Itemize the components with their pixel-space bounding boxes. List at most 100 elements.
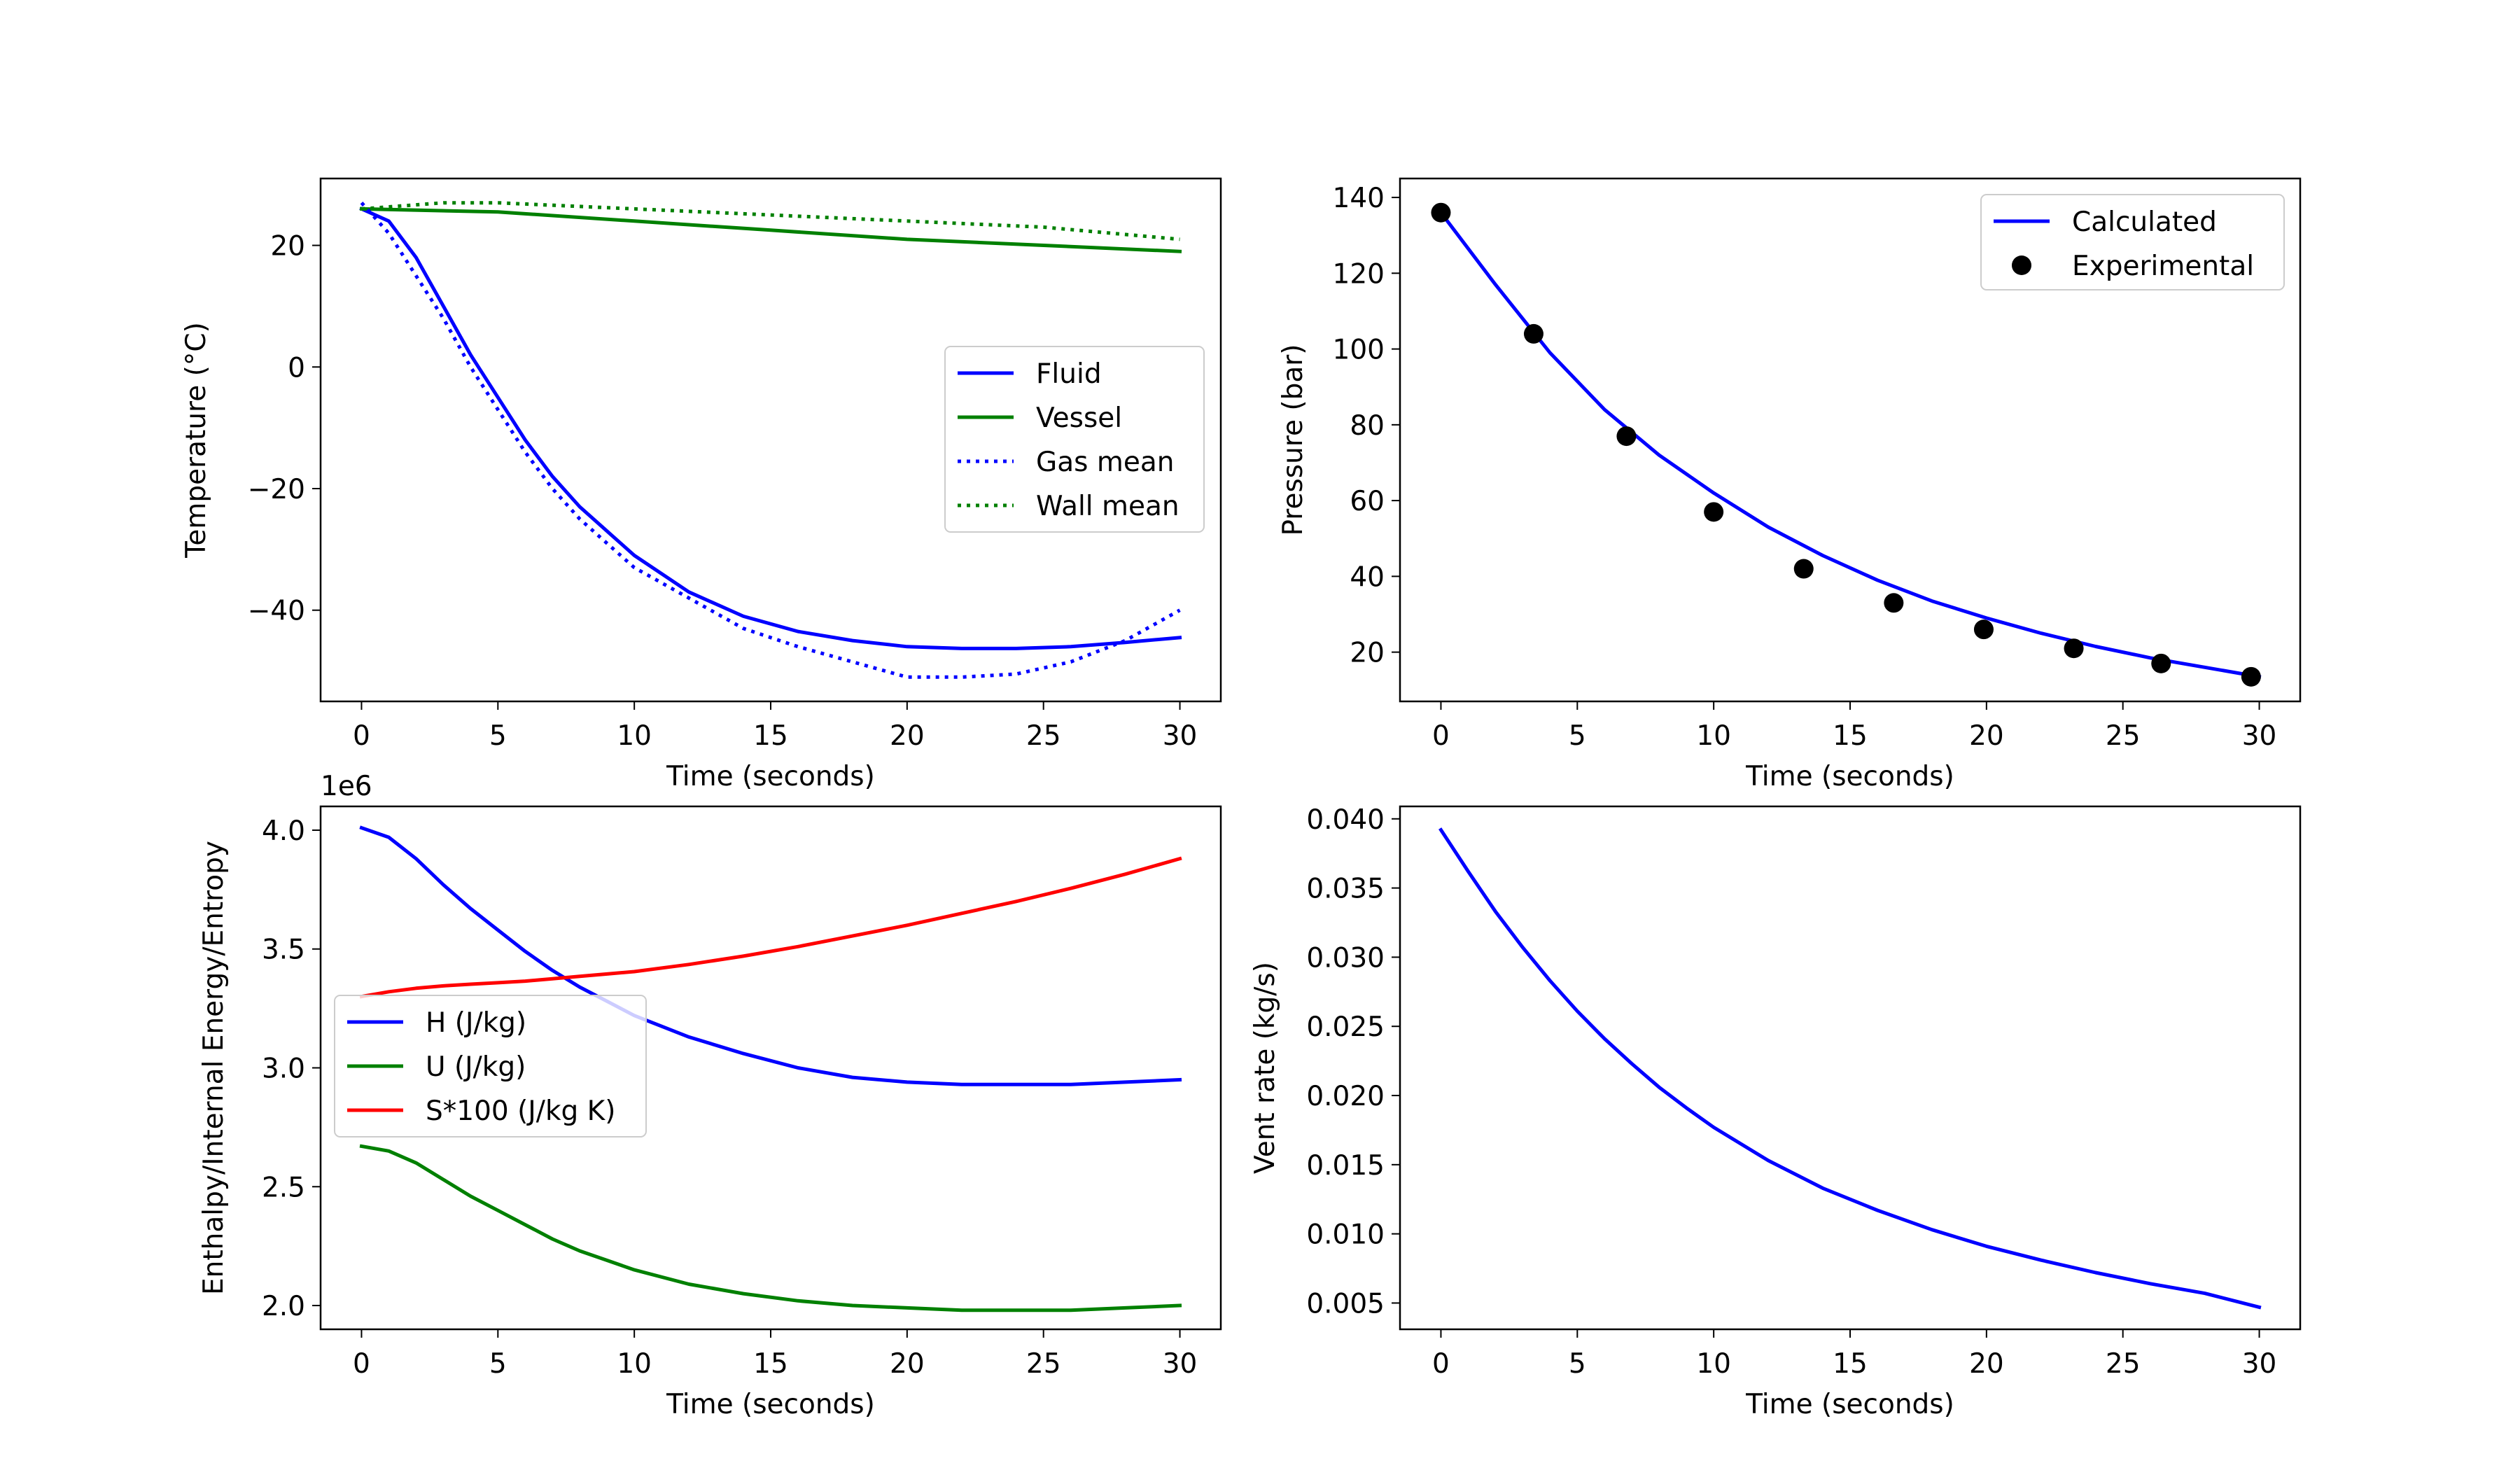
energy-xtick-label-5: 25 <box>1026 1348 1061 1380</box>
pressure-ytick-label-3: 80 <box>1350 410 1385 442</box>
pressure-plot-area <box>1431 202 2262 687</box>
temperature-xtick-label-1: 5 <box>489 720 507 752</box>
temperature-legend-label-0: Fluid <box>1036 358 1102 390</box>
pressure-ylabel: Pressure (bar) <box>1278 344 1309 536</box>
pressure-xtick-label-2: 10 <box>1696 720 1731 752</box>
temperature-legend-label-3: Wall mean <box>1036 491 1180 522</box>
temperature-ytick-label-3: 20 <box>270 231 305 262</box>
energy-legend-label-2: S*100 (J/kg K) <box>426 1096 615 1127</box>
temperature-legend-label-2: Gas mean <box>1036 447 1174 478</box>
vent-xlabel: Time (seconds) <box>1745 1389 1954 1420</box>
pressure-legend: Calculated Experimental <box>1980 194 2285 290</box>
vent-ytick-label-4: 0.025 <box>1306 1011 1385 1043</box>
temperature-ylabel: Temperature (°C) <box>181 322 212 559</box>
energy-ytick-label-0: 2.0 <box>262 1291 305 1322</box>
temperature-xtick-label-5: 25 <box>1026 720 1061 752</box>
vent-xtick-label-6: 30 <box>2242 1348 2277 1380</box>
vent-axes-frame <box>1399 805 2302 1331</box>
temperature-series-3 <box>361 201 1180 241</box>
pressure-xtick-label-5: 25 <box>2106 720 2141 752</box>
pressure-point-5 <box>1884 593 1904 613</box>
vent-xtick-label-3: 15 <box>1833 1348 1868 1380</box>
vent-series-0 <box>1438 827 2262 1310</box>
vent-ytick-label-6: 0.035 <box>1306 874 1385 905</box>
pressure-ytick-label-5: 120 <box>1333 258 1385 290</box>
pressure-point-3 <box>1704 502 1724 522</box>
pressure-legend-handle-1 <box>2012 255 2031 275</box>
temperature-legend-label-1: Vessel <box>1036 402 1122 434</box>
pressure-ytick-label-4: 100 <box>1333 335 1385 366</box>
energy-legend-label-0: H (J/kg) <box>426 1007 526 1039</box>
temperature-plot-area <box>359 201 1182 679</box>
pressure-legend-label-0: Calculated <box>2072 206 2217 238</box>
energy-legend-label-1: U (J/kg) <box>426 1051 526 1083</box>
temperature-legend-box <box>944 346 1205 533</box>
pressure-point-6 <box>1973 620 1994 640</box>
vent-xtick-label-5: 25 <box>2106 1348 2141 1380</box>
temperature-ytick-label-0: −40 <box>248 596 305 627</box>
vent-ytick-label-3: 0.020 <box>1306 1081 1385 1112</box>
energy-xtick-label-6: 30 <box>1163 1348 1198 1380</box>
chart-energy: 0 5 10 15 20 25 30 2.0 2.5 3.0 3.5 4.0 Time (seconds… <box>198 771 1222 1420</box>
temperature-xtick-label-4: 20 <box>890 720 925 752</box>
energy-xtick-label-0: 0 <box>353 1348 370 1380</box>
vent-ytick-label-7: 0.040 <box>1306 804 1385 836</box>
vent-ytick-label-5: 0.030 <box>1306 942 1385 974</box>
energy-xtick-label-2: 10 <box>617 1348 652 1380</box>
energy-series-2 <box>359 856 1182 999</box>
energy-ytick-label-4: 4.0 <box>262 816 305 847</box>
pressure-ytick-label-6: 140 <box>1333 183 1385 214</box>
pressure-xtick-label-4: 20 <box>1969 720 2004 752</box>
vent-ylabel: Vent rate (kg/s) <box>1250 962 1281 1174</box>
pressure-point-1 <box>1523 323 1544 344</box>
temperature-ytick-label-1: −20 <box>248 474 305 505</box>
chart-temperature: 0 5 10 15 20 25 30 −40 −20 0 20 Time (seconds) Tempe… <box>181 177 1222 792</box>
vent-ytick-label-2: 0.015 <box>1306 1150 1385 1182</box>
energy-ytick-label-1: 2.5 <box>262 1172 305 1203</box>
temperature-series-1 <box>359 206 1182 253</box>
chart-vent: 0 5 10 15 20 25 30 0.005 0.010 0.015 0.020 0.025 0.0… <box>1250 804 2302 1420</box>
energy-xlabel: Time (seconds) <box>666 1389 875 1420</box>
pressure-point-9 <box>2241 666 2261 687</box>
temperature-xlabel: Time (seconds) <box>666 761 875 792</box>
pressure-point-4 <box>1793 559 1814 579</box>
vent-xtick-label-0: 0 <box>1432 1348 1450 1380</box>
pressure-point-8 <box>2151 653 2171 673</box>
pressure-legend-box <box>1980 194 2285 290</box>
vent-ytick-label-0: 0.005 <box>1306 1288 1385 1320</box>
vent-xtick-label-2: 10 <box>1696 1348 1731 1380</box>
pressure-xlabel: Time (seconds) <box>1745 761 1954 792</box>
energy-xtick-label-1: 5 <box>489 1348 507 1380</box>
pressure-point-7 <box>2064 638 2084 659</box>
pressure-point-2 <box>1616 426 1637 447</box>
energy-offset-label: 1e6 <box>321 771 372 802</box>
pressure-xtick-label-0: 0 <box>1432 720 1450 752</box>
pressure-legend-label-1: Experimental <box>2072 251 2254 282</box>
pressure-ytick-label-0: 20 <box>1350 638 1385 669</box>
pressure-series-0 <box>1438 210 2262 679</box>
energy-ytick-label-2: 3.0 <box>262 1054 305 1085</box>
pressure-ytick-label-1: 40 <box>1350 561 1385 593</box>
temperature-xtick-label-0: 0 <box>353 720 370 752</box>
energy-legend: H (J/kg) U (J/kg) S*100 (J/kg K) <box>334 995 647 1138</box>
energy-xtick-label-4: 20 <box>890 1348 925 1380</box>
pressure-xtick-label-3: 15 <box>1833 720 1868 752</box>
temperature-xtick-label-6: 30 <box>1163 720 1198 752</box>
chart-pressure: 0 5 10 15 20 25 30 20 40 60 80 100 120 140 Time (secon… <box>1278 177 2302 792</box>
energy-legend-box <box>334 995 647 1138</box>
energy-xtick-label-3: 15 <box>753 1348 788 1380</box>
vent-xtick-label-4: 20 <box>1969 1348 2004 1380</box>
vent-ytick-label-1: 0.010 <box>1306 1219 1385 1251</box>
pressure-xtick-label-6: 30 <box>2242 720 2277 752</box>
energy-ytick-label-3: 3.5 <box>262 934 305 966</box>
temperature-xtick-label-3: 15 <box>753 720 788 752</box>
temperature-xtick-label-2: 10 <box>617 720 652 752</box>
temperature-ytick-label-2: 0 <box>288 352 305 384</box>
pressure-point-0 <box>1431 202 1451 223</box>
energy-ylabel: Enthalpy/Internal Energy/Entropy <box>198 841 230 1295</box>
pressure-ytick-label-2: 60 <box>1350 486 1385 517</box>
temperature-series-2 <box>360 202 1181 679</box>
energy-series-1 <box>359 1144 1182 1312</box>
temperature-legend: Fluid Vessel Gas mean Wall mean <box>944 346 1205 533</box>
